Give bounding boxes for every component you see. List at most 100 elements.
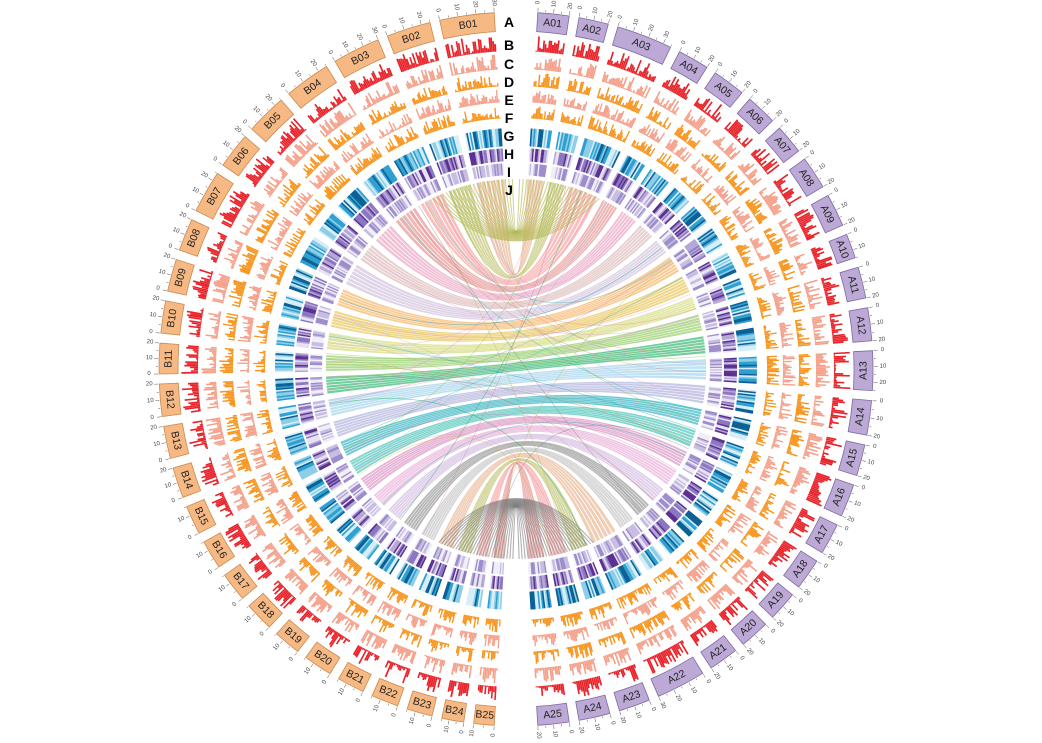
tick-label: 0 bbox=[568, 730, 575, 735]
tick-mark bbox=[810, 163, 813, 166]
chromosome-B23 bbox=[406, 690, 437, 717]
synteny-ribbon bbox=[345, 401, 699, 456]
synteny-ribbon bbox=[326, 317, 700, 362]
tick-mark bbox=[265, 627, 269, 631]
tick-label: 20 bbox=[471, 1, 478, 9]
synteny-ribbon bbox=[338, 266, 678, 330]
tick-label: 30 bbox=[370, 26, 378, 35]
chromosome-B20 bbox=[305, 641, 341, 675]
tick-mark bbox=[729, 655, 732, 658]
tick-mark bbox=[170, 266, 173, 268]
synteny-ribbon bbox=[377, 427, 674, 501]
tick-mark bbox=[666, 693, 668, 696]
track-label-D: D bbox=[504, 74, 514, 90]
chromosome-label: A11 bbox=[845, 275, 861, 295]
tick-mark bbox=[799, 147, 803, 151]
tick-mark bbox=[808, 574, 813, 578]
tick-mark bbox=[788, 601, 791, 603]
tick-label: 20 bbox=[264, 94, 273, 103]
synteny-link bbox=[424, 201, 569, 552]
tick-label: 0 bbox=[259, 630, 266, 637]
synteny-ribbon bbox=[364, 230, 649, 307]
tick-label: 10 bbox=[853, 500, 862, 508]
track-label-E: E bbox=[504, 92, 513, 108]
chromosome-label: B10 bbox=[165, 308, 180, 328]
tick-label: 0 bbox=[784, 118, 791, 125]
tick-label: 10 bbox=[551, 730, 558, 738]
tick-mark bbox=[247, 125, 252, 129]
tick-label: 10 bbox=[453, 3, 460, 11]
tick-mark bbox=[723, 660, 727, 664]
synteny-link bbox=[487, 505, 545, 558]
synteny-ribbon bbox=[326, 339, 705, 383]
tick-mark bbox=[847, 232, 852, 235]
tick-label: 20 bbox=[233, 126, 242, 135]
synteny-ribbon bbox=[350, 407, 695, 466]
chromosome-A07 bbox=[764, 127, 800, 164]
tick-label: 10 bbox=[147, 398, 155, 405]
tick-mark bbox=[327, 674, 330, 679]
chromosome-B01 bbox=[439, 12, 496, 40]
tick-mark bbox=[158, 426, 163, 428]
chromosome-B07 bbox=[195, 172, 234, 220]
tick-mark bbox=[686, 52, 689, 55]
tick-mark bbox=[594, 718, 596, 723]
tick-label: 10 bbox=[876, 319, 884, 326]
tick-mark bbox=[865, 444, 870, 447]
chromosome-B24 bbox=[441, 699, 467, 723]
tick-label: 10 bbox=[177, 515, 186, 523]
tick-mark bbox=[834, 532, 837, 534]
tick-mark bbox=[199, 192, 204, 196]
tick-label: 0 bbox=[321, 679, 328, 686]
synteny-ribbon bbox=[325, 322, 701, 366]
synteny-link bbox=[432, 197, 600, 242]
synteny-ribbon bbox=[388, 211, 625, 295]
tick-mark bbox=[767, 112, 770, 115]
synteny-link bbox=[478, 504, 554, 556]
chromosome-B12 bbox=[158, 382, 182, 418]
chromosome-A12 bbox=[848, 307, 873, 343]
synteny-ribbon bbox=[326, 336, 704, 380]
tick-label: 10 bbox=[293, 70, 302, 79]
tick-label: 10 bbox=[340, 40, 349, 49]
synteny-ribbon bbox=[360, 234, 653, 310]
tick-label: 10 bbox=[153, 441, 161, 448]
synteny-link bbox=[326, 353, 706, 363]
chromosome-A21 bbox=[700, 634, 737, 669]
heatmap-track-G bbox=[275, 128, 758, 610]
synteny-ribbon bbox=[355, 240, 658, 313]
tick-mark bbox=[178, 497, 183, 500]
tick-mark bbox=[648, 32, 651, 37]
synteny-ribbon bbox=[380, 216, 632, 299]
tick-label: 10 bbox=[272, 642, 281, 651]
synteny-link bbox=[455, 188, 577, 237]
tick-label: 20 bbox=[415, 11, 423, 20]
tick-label: 0 bbox=[279, 83, 286, 90]
synteny-link bbox=[437, 195, 706, 352]
chromosome-label: B09 bbox=[172, 267, 189, 288]
synteny-link bbox=[354, 202, 608, 469]
tick-mark bbox=[814, 169, 819, 173]
synteny-link bbox=[328, 314, 699, 401]
tick-mark bbox=[848, 500, 853, 503]
tick-mark bbox=[634, 706, 637, 711]
tick-label: 0 bbox=[391, 712, 398, 718]
tick-label: 20 bbox=[879, 380, 887, 386]
synteny-ribbon bbox=[441, 453, 612, 545]
synteny-ribbon bbox=[335, 387, 705, 432]
synteny-ribbon bbox=[337, 269, 680, 331]
tick-label: 0 bbox=[753, 88, 760, 95]
chromosome-B14 bbox=[172, 462, 202, 498]
tick-mark bbox=[836, 207, 841, 210]
tick-mark bbox=[853, 247, 858, 250]
synteny-ribbon bbox=[340, 394, 702, 445]
tick-label: 0 bbox=[187, 534, 193, 541]
synteny-ribbon bbox=[410, 443, 644, 529]
tick-mark bbox=[625, 26, 627, 29]
tick-label: 10 bbox=[786, 608, 795, 617]
chromosome-label: A23 bbox=[621, 688, 643, 706]
synteny-ribbon bbox=[373, 425, 677, 497]
tick-label: 0 bbox=[797, 598, 804, 605]
tick-label: 20 bbox=[848, 217, 857, 225]
synteny-ribbon bbox=[375, 219, 636, 301]
